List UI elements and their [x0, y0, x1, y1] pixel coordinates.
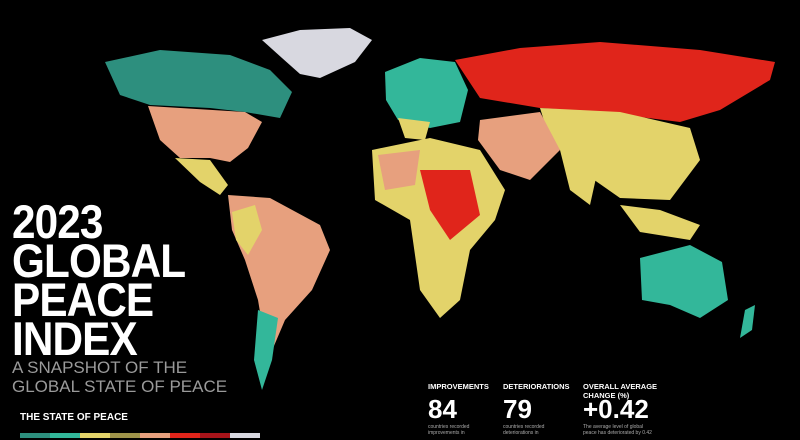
middle-east — [478, 112, 560, 180]
europe — [385, 58, 468, 128]
stat-value: +0.42 — [583, 394, 649, 424]
title-line: GLOBAL — [12, 234, 186, 287]
legend-swatch — [170, 433, 200, 438]
north-africa — [378, 150, 420, 190]
india — [560, 150, 600, 205]
stat-note: deteriorations in — [503, 430, 539, 436]
russia — [455, 42, 775, 122]
title-line: PEACE — [12, 273, 154, 326]
stat-value: 79 — [503, 394, 532, 424]
legend-swatch — [110, 433, 140, 438]
new-zealand — [740, 305, 755, 338]
mexico — [175, 158, 228, 195]
legend-swatch — [50, 433, 80, 438]
stat-value: 84 — [428, 394, 457, 424]
stat-note: peace has deteriorated by 0.42 — [583, 430, 652, 436]
central-africa — [420, 170, 480, 240]
legend-swatch — [80, 433, 110, 438]
canada — [105, 50, 292, 118]
stat-note: improvements in — [428, 430, 465, 436]
australia — [640, 245, 728, 318]
andes — [232, 205, 262, 255]
stat-label: DETERIORATIONS — [503, 382, 570, 391]
legend-title: THE STATE OF PEACE — [20, 412, 128, 423]
southern-europe — [398, 118, 430, 140]
title-line: INDEX — [12, 312, 138, 365]
subtitle-line: GLOBAL STATE OF PEACE — [12, 377, 228, 396]
asia — [540, 108, 700, 200]
legend-swatch — [200, 433, 230, 438]
indonesia — [620, 205, 700, 240]
subtitle-line: A SNAPSHOT OF THE — [12, 358, 188, 377]
stat-note: countries recorded — [503, 424, 545, 430]
title-line: 2023 — [12, 195, 103, 248]
greenland — [262, 28, 372, 78]
stat-label: OVERALL AVERAGE CHANGE (%) — [583, 382, 658, 400]
stat-label: IMPROVEMENTS — [428, 382, 489, 391]
legend-swatch — [140, 433, 170, 438]
legend-swatch — [230, 433, 260, 438]
usa — [148, 106, 262, 162]
stat-note: countries recorded — [428, 424, 470, 430]
stat-note: The average level of global — [583, 424, 644, 430]
legend-swatch — [20, 433, 50, 438]
chile-argentina — [254, 310, 278, 390]
